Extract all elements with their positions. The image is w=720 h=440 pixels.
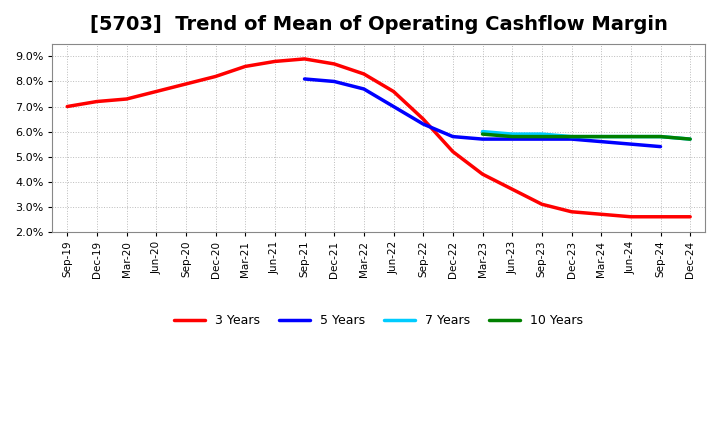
5 Years bbox=[478, 136, 487, 142]
7 Years bbox=[597, 134, 606, 139]
3 Years bbox=[597, 212, 606, 217]
3 Years bbox=[93, 99, 102, 104]
Line: 7 Years: 7 Years bbox=[482, 132, 690, 139]
Line: 5 Years: 5 Years bbox=[305, 79, 660, 147]
7 Years bbox=[508, 132, 516, 137]
3 Years bbox=[686, 214, 695, 220]
10 Years bbox=[538, 134, 546, 139]
10 Years bbox=[567, 134, 576, 139]
10 Years bbox=[478, 132, 487, 137]
3 Years bbox=[538, 202, 546, 207]
3 Years bbox=[508, 187, 516, 192]
10 Years bbox=[626, 134, 635, 139]
5 Years bbox=[538, 136, 546, 142]
10 Years bbox=[656, 134, 665, 139]
7 Years bbox=[567, 134, 576, 139]
10 Years bbox=[597, 134, 606, 139]
10 Years bbox=[508, 134, 516, 139]
3 Years bbox=[122, 96, 131, 102]
7 Years bbox=[626, 134, 635, 139]
3 Years bbox=[478, 172, 487, 177]
3 Years bbox=[419, 117, 428, 122]
5 Years bbox=[626, 142, 635, 147]
3 Years bbox=[626, 214, 635, 220]
3 Years bbox=[181, 81, 190, 87]
5 Years bbox=[390, 104, 398, 109]
3 Years bbox=[152, 89, 161, 94]
3 Years bbox=[271, 59, 279, 64]
Line: 3 Years: 3 Years bbox=[67, 59, 690, 217]
7 Years bbox=[686, 136, 695, 142]
5 Years bbox=[300, 76, 309, 81]
3 Years bbox=[449, 149, 457, 154]
Line: 10 Years: 10 Years bbox=[482, 134, 690, 139]
7 Years bbox=[478, 129, 487, 134]
3 Years bbox=[63, 104, 71, 109]
3 Years bbox=[211, 74, 220, 79]
3 Years bbox=[390, 89, 398, 94]
5 Years bbox=[419, 121, 428, 127]
10 Years bbox=[686, 136, 695, 142]
3 Years bbox=[656, 214, 665, 220]
5 Years bbox=[449, 134, 457, 139]
5 Years bbox=[359, 86, 368, 92]
Title: [5703]  Trend of Mean of Operating Cashflow Margin: [5703] Trend of Mean of Operating Cashfl… bbox=[90, 15, 667, 34]
7 Years bbox=[538, 132, 546, 137]
3 Years bbox=[300, 56, 309, 62]
5 Years bbox=[508, 136, 516, 142]
Legend: 3 Years, 5 Years, 7 Years, 10 Years: 3 Years, 5 Years, 7 Years, 10 Years bbox=[169, 309, 588, 333]
5 Years bbox=[656, 144, 665, 149]
3 Years bbox=[359, 71, 368, 77]
3 Years bbox=[330, 61, 338, 66]
5 Years bbox=[567, 136, 576, 142]
3 Years bbox=[567, 209, 576, 214]
5 Years bbox=[330, 79, 338, 84]
5 Years bbox=[597, 139, 606, 144]
3 Years bbox=[241, 64, 250, 69]
7 Years bbox=[656, 134, 665, 139]
